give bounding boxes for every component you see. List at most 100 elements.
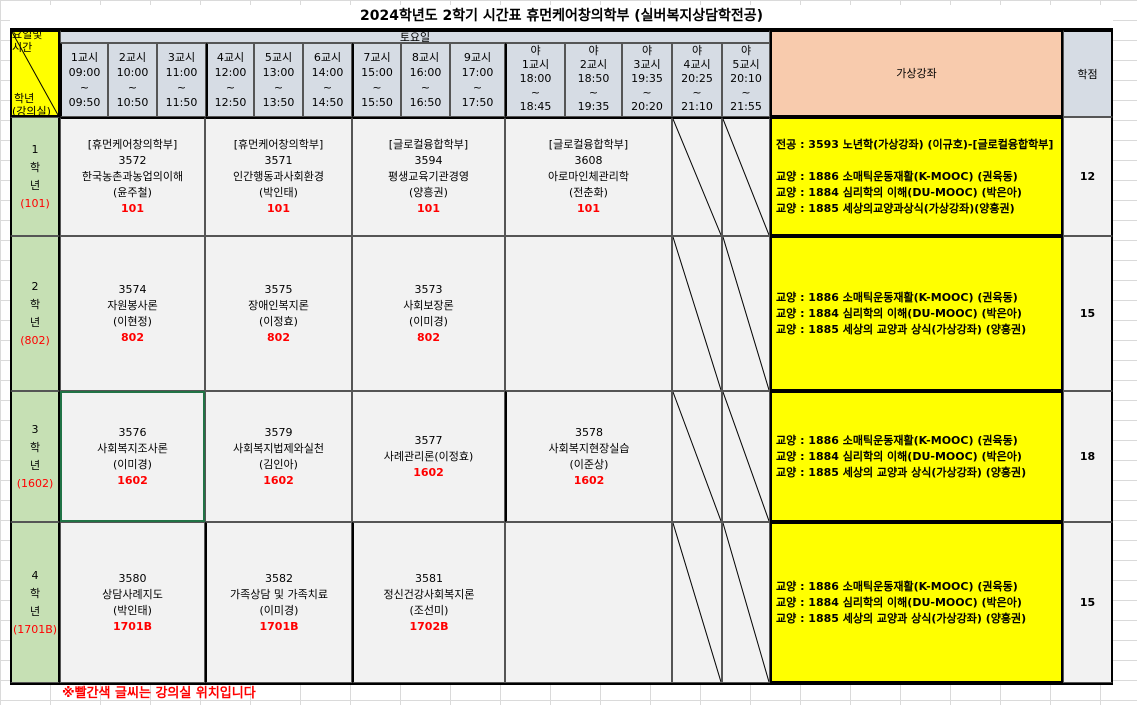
grade-nyeon: 년 <box>29 315 41 329</box>
period-tilde: ~ <box>472 81 483 94</box>
course-cell[interactable]: [휴먼케어창의학부] 3571 인간행동과사회환경 (박인태) 101 <box>205 117 352 236</box>
night-prefix: 야 <box>588 44 599 57</box>
night-prefix: 야 <box>740 44 752 57</box>
credit-header-label: 학점 <box>1077 67 1098 81</box>
course-cell[interactable]: 3582 가족상담 및 가족치료 (이미경) 1701B <box>205 522 352 683</box>
course-room: 1602 <box>263 473 294 487</box>
course-department: [휴먼케어창의학부] <box>233 138 324 151</box>
period-tilde: ~ <box>530 86 541 99</box>
period-start: 09:00 <box>68 66 101 79</box>
course-room: 1701B <box>113 619 152 633</box>
grade-hak: 학 <box>29 586 41 600</box>
course-professor: (박인태) <box>259 186 298 199</box>
period-tilde: ~ <box>127 81 138 94</box>
course-cell[interactable]: 3573 사회보장론 (이미경) 802 <box>352 236 505 391</box>
empty-cell[interactable] <box>505 236 672 391</box>
period-end: 14:50 <box>311 96 344 109</box>
period-start: 18:00 <box>519 72 552 85</box>
course-professor: (이현정) <box>113 314 152 328</box>
credit-value: 15 <box>1079 307 1096 320</box>
course-cell[interactable]: [글로컬융합학부] 3608 아로마인체관리학 (전춘화) 101 <box>505 117 672 236</box>
grade-cell-1: 1 학 년 (101) <box>10 117 60 236</box>
course-department: [글로컬융합학부] <box>548 138 629 151</box>
period-start: 20:25 <box>681 72 713 85</box>
course-code: 3574 <box>118 282 147 296</box>
period-label: 3교시 <box>167 51 196 64</box>
period-start: 12:00 <box>214 66 247 79</box>
period-start: 17:00 <box>461 66 494 79</box>
course-name: 사회복지현장실습 <box>548 441 630 455</box>
course-cell[interactable]: 3579 사회복지법제와실천 (김인아) 1602 <box>205 391 352 522</box>
course-department: [글로컬융합학부] <box>388 138 469 151</box>
night-period-header: 야 5교시 20:10 ~21:55 <box>722 43 770 117</box>
period-tilde: ~ <box>692 86 702 99</box>
course-cell[interactable]: [글로컬융합학부] 3594 평생교육기관경영 (양흥권) 101 <box>352 117 505 236</box>
empty-cell[interactable] <box>505 522 672 683</box>
course-code: 3580 <box>118 571 147 585</box>
day-label: 토요일 <box>399 31 431 43</box>
virtual-course-item: 교양 : 1885 세상의 교양과 상식(가상강좌) (양흥권) <box>776 465 1027 479</box>
period-start: 15:00 <box>361 66 393 79</box>
period-label: 3교시 <box>633 58 661 71</box>
period-label: 7교시 <box>363 51 391 64</box>
period-start: 16:00 <box>409 66 442 79</box>
course-name: 사회복지법제와실천 <box>232 441 325 455</box>
period-tilde: ~ <box>588 86 599 99</box>
grade-cell-4: 4 학 년 (1701B) <box>10 522 60 683</box>
credit-cell: 15 <box>1063 522 1113 683</box>
virtual-course-item: 교양 : 1884 심리학의 이해(DU-MOOC) (박은아) <box>776 595 1022 609</box>
course-cell[interactable]: 3576 사회복지조사론 (이미경) 1602 <box>60 391 205 522</box>
credit-cell: 18 <box>1063 391 1113 522</box>
virtual-course-item: 교양 : 1885 세상의교양과상식(가상강좌)(양흥권) <box>776 201 1015 215</box>
virtual-course-item: 교양 : 1885 세상의 교양과 상식(가상강좌) (양흥권) <box>776 322 1027 336</box>
course-cell[interactable]: 3580 상담사례지도 (박인태) 1701B <box>60 522 205 683</box>
period-end: 19:35 <box>577 100 610 113</box>
course-cell[interactable]: 3575 장애인복지론 (이정효) 802 <box>205 236 352 391</box>
night-prefix: 야 <box>641 44 653 57</box>
night-prefix: 야 <box>691 44 703 57</box>
course-room: 101 <box>577 202 600 215</box>
footnote: ※빨간색 글씨는 강의실 위치입니다 <box>62 686 256 701</box>
course-code: 3582 <box>265 571 293 585</box>
period-tilde: ~ <box>176 81 187 94</box>
course-cell[interactable]: 3581 정신건강사회복지론 (조선미) 1702B <box>352 522 505 683</box>
course-name: 사례관리론(이정효) <box>383 449 474 463</box>
night-period-header: 야 3교시 19:35 ~20:20 <box>622 43 672 117</box>
course-professor: (김인아) <box>259 457 298 471</box>
virtual-header-label: 가상강좌 <box>896 67 937 80</box>
period-end: 13:50 <box>262 96 295 109</box>
course-name: 장애인복지론 <box>248 298 309 312</box>
course-cell[interactable]: 3578 사회복지현장실습 (이준상) 1602 <box>505 391 672 522</box>
period-header: 3교시 11:00 ~11:50 <box>157 43 206 117</box>
period-tilde: ~ <box>741 86 751 99</box>
period-tilde: ~ <box>642 86 652 99</box>
virtual-course-item: 교양 : 1886 소매틱운동재활(K-MOOC) (권육동) <box>776 169 1018 183</box>
period-header: 2교시 10:00 ~10:50 <box>108 43 157 117</box>
course-code: 3581 <box>415 571 443 585</box>
corner-day-time-label: 요일및시간 <box>12 30 43 54</box>
course-name: 상담사례지도 <box>102 587 163 601</box>
course-room: 802 <box>267 330 290 344</box>
unavailable-slot <box>722 522 770 683</box>
corner-grade-label: 학년 <box>14 92 35 105</box>
credit-header: 학점 <box>1063 30 1113 117</box>
virtual-course-item: 교양 : 1886 소매틱운동재활(K-MOOC) (권육동) <box>776 433 1018 447</box>
course-cell[interactable]: 3577 사례관리론(이정효) 1602 <box>352 391 505 522</box>
course-cell[interactable]: 3574 자원봉사론 (이현정) 802 <box>60 236 205 391</box>
period-start: 19:35 <box>631 72 663 85</box>
course-professor: (이미경) <box>259 603 299 617</box>
credit-value: 15 <box>1079 596 1096 609</box>
course-professor: (박인태) <box>113 603 152 617</box>
unavailable-slot <box>722 391 770 522</box>
grade-number: 2 <box>31 279 39 293</box>
grade-hak: 학 <box>29 440 41 454</box>
course-room: 802 <box>417 330 440 344</box>
virtual-course-item: 교양 : 1886 소매틱운동재활(K-MOOC) (권육동) <box>776 579 1018 593</box>
period-header: 5교시 13:00 ~13:50 <box>254 43 303 117</box>
course-cell[interactable]: [휴먼케어창의학부] 3572 한국농촌과농업의이해 (윤주철) 101 <box>60 117 205 236</box>
period-end: 20:20 <box>631 100 663 113</box>
period-label: 2교시 <box>579 58 608 71</box>
course-name: 아로마인체관리학 <box>548 170 629 183</box>
period-tilde: ~ <box>79 81 90 94</box>
unavailable-slot <box>722 117 770 236</box>
